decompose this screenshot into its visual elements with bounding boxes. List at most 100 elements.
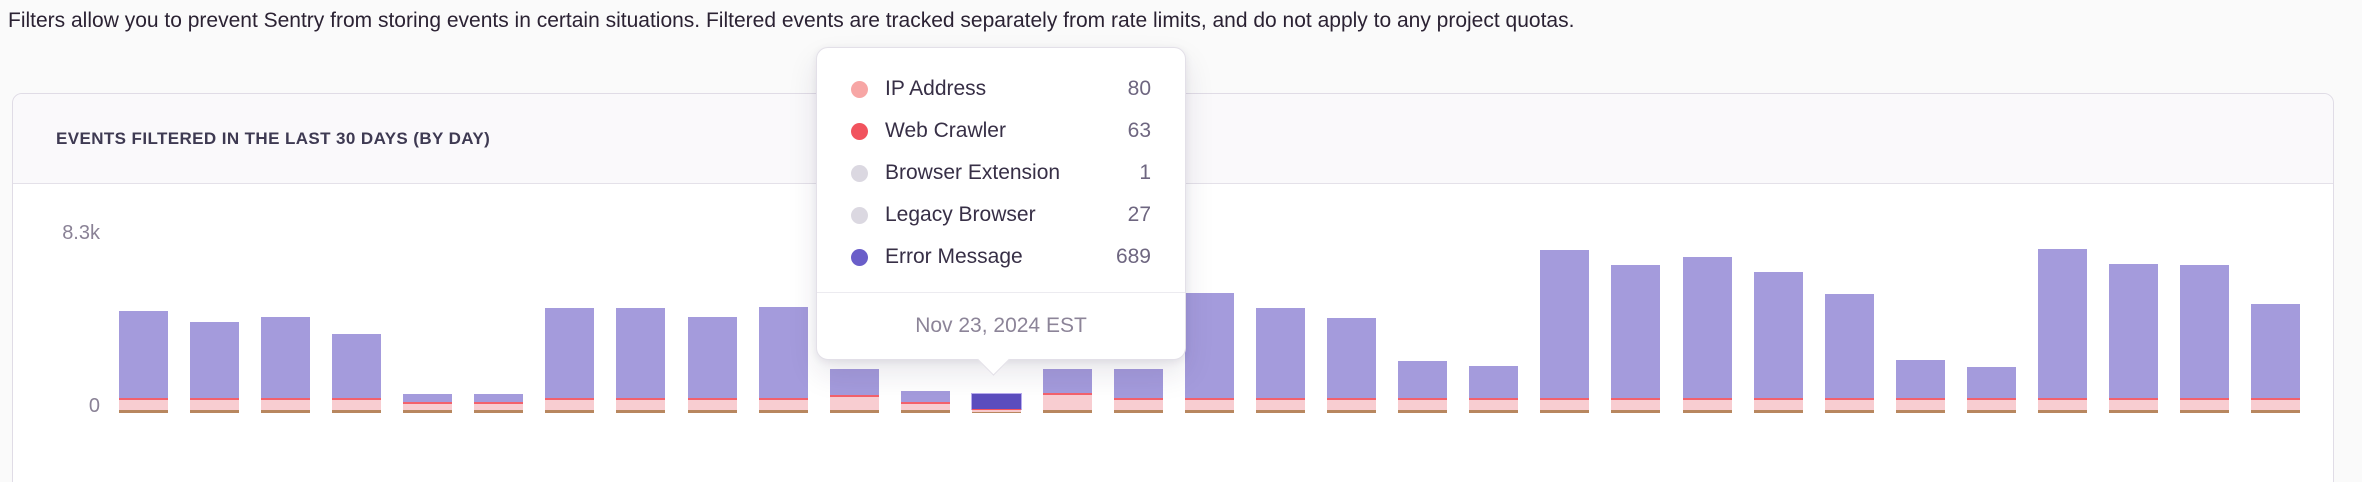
bar-nov-16[interactable]: [474, 394, 524, 413]
bar-segment-ip-address: [2037, 399, 2087, 410]
bar-segment-web-crawler: [1682, 398, 1732, 400]
bar-segment-other: [687, 409, 737, 413]
tooltip-row: Legacy Browser 27: [851, 194, 1151, 236]
bar-segment-error-message: [900, 390, 950, 403]
bar-segment-other: [261, 409, 311, 413]
bar-segment-error-message: [1042, 368, 1092, 394]
bar-segment-ip-address: [1042, 395, 1092, 410]
bar-dec-2[interactable]: [1611, 265, 1661, 413]
tooltip-row: IP Address 80: [851, 68, 1151, 110]
bar-nov-29[interactable]: [1398, 361, 1448, 413]
bar-dec-4[interactable]: [1753, 271, 1803, 413]
bar-dec-3[interactable]: [1682, 257, 1732, 413]
bar-nov-18[interactable]: [616, 307, 666, 413]
bar-segment-other: [1113, 409, 1163, 413]
bar-nov-19[interactable]: [687, 317, 737, 413]
bar-dec-7[interactable]: [1966, 366, 2016, 413]
bar-nov-14[interactable]: [332, 333, 382, 413]
tooltip-series-label: Web Crawler: [885, 119, 1006, 142]
bar-segment-ip-address: [616, 399, 666, 410]
tooltip-series-value: 63: [1127, 119, 1151, 142]
bar-segment-error-message: [1540, 249, 1590, 399]
bar-segment-other: [1540, 409, 1590, 413]
bar-segment-web-crawler: [190, 398, 240, 400]
y-axis-min-label: 0: [88, 395, 100, 417]
bar-nov-15[interactable]: [403, 394, 453, 413]
bar-segment-ip-address: [1113, 399, 1163, 410]
bar-segment-error-message: [1682, 257, 1732, 399]
bar-segment-error-message: [1256, 307, 1306, 399]
bar-segment-web-crawler: [545, 398, 595, 400]
bar-segment-ip-address: [1256, 399, 1306, 410]
bar-nov-20[interactable]: [758, 306, 808, 413]
bar-segment-ip-address: [1398, 399, 1448, 410]
bar-nov-13[interactable]: [261, 317, 311, 413]
bar-segment-error-message: [545, 307, 595, 399]
tooltip-series-value: 27: [1127, 203, 1151, 226]
bar-segment-error-message: [2037, 248, 2087, 399]
bar-segment-other: [1682, 409, 1732, 413]
bar-segment-ip-address: [2180, 399, 2230, 410]
bar-nov-25[interactable]: [1113, 368, 1163, 413]
bar-segment-ip-address: [545, 399, 595, 410]
bar-segment-web-crawler: [758, 398, 808, 400]
bar-dec-6[interactable]: [1895, 360, 1945, 413]
bar-segment-ip-address: [1185, 399, 1235, 410]
tooltip-series-label: Browser Extension: [885, 161, 1061, 184]
bar-segment-web-crawler: [1469, 398, 1519, 400]
bar-segment-error-message: [190, 322, 240, 399]
bar-segment-error-message: [2251, 304, 2301, 399]
bar-nov-12[interactable]: [190, 322, 240, 413]
bar-nov-11[interactable]: [119, 310, 168, 413]
bar-segment-error-message: [829, 368, 879, 396]
bar-segment-error-message: [261, 317, 311, 399]
bar-dec-10[interactable]: [2180, 265, 2230, 413]
bar-segment-other: [1469, 409, 1519, 413]
bar-segment-other: [1966, 409, 2016, 413]
bar-nov-24[interactable]: [1042, 368, 1092, 413]
bar-segment-ip-address: [971, 410, 1021, 412]
tooltip-series-label: Error Message: [885, 245, 1023, 268]
bar-segment-ip-address: [1540, 399, 1590, 410]
bar-segment-ip-address: [119, 399, 168, 410]
bar-segment-other: [1398, 409, 1448, 413]
bar-dec-5[interactable]: [1824, 293, 1874, 413]
bar-nov-23[interactable]: [971, 394, 1021, 413]
bar-segment-web-crawler: [2251, 398, 2301, 400]
bar-segment-web-crawler: [2108, 398, 2158, 400]
tooltip-series-value: 80: [1127, 77, 1151, 100]
bar-segment-error-message: [1753, 271, 1803, 399]
bar-segment-error-message: [687, 317, 737, 399]
bar-segment-error-message: [1895, 360, 1945, 399]
bar-segment-other: [829, 409, 879, 413]
bar-segment-web-crawler: [900, 402, 950, 404]
bar-nov-17[interactable]: [545, 307, 595, 413]
bar-dec-9[interactable]: [2108, 264, 2158, 413]
bar-nov-26[interactable]: [1185, 292, 1235, 413]
bar-nov-30[interactable]: [1469, 365, 1519, 413]
bar-segment-ip-address: [474, 403, 524, 410]
bar-segment-other: [332, 409, 382, 413]
bar-segment-web-crawler: [403, 402, 453, 404]
bar-segment-ip-address: [261, 399, 311, 410]
bar-dec-11[interactable]: [2251, 304, 2301, 413]
bar-segment-web-crawler: [1113, 398, 1163, 400]
bar-segment-error-message: [1327, 318, 1377, 399]
bar-nov-22[interactable]: [900, 390, 950, 413]
bar-nov-21[interactable]: [829, 368, 879, 413]
bar-segment-other: [1895, 409, 1945, 413]
tooltip-series-value: 1: [1139, 161, 1151, 184]
bar-segment-web-crawler: [1966, 398, 2016, 400]
bar-dec-8[interactable]: [2037, 248, 2087, 413]
chart-tooltip: IP Address 80 Web Crawler 63 Browser Extensi…: [816, 47, 1186, 360]
bar-segment-ip-address: [1753, 399, 1803, 410]
bar-segment-other: [1256, 409, 1306, 413]
bar-segment-error-message: [119, 310, 168, 399]
bar-nov-27[interactable]: [1256, 307, 1306, 413]
bar-segment-other: [2180, 409, 2230, 413]
bar-segment-error-message: [1966, 366, 2016, 399]
legend-dot-icon: [851, 122, 868, 140]
bar-nov-28[interactable]: [1327, 318, 1377, 413]
bar-dec-1[interactable]: [1540, 249, 1590, 413]
bar-segment-other: [616, 409, 666, 413]
